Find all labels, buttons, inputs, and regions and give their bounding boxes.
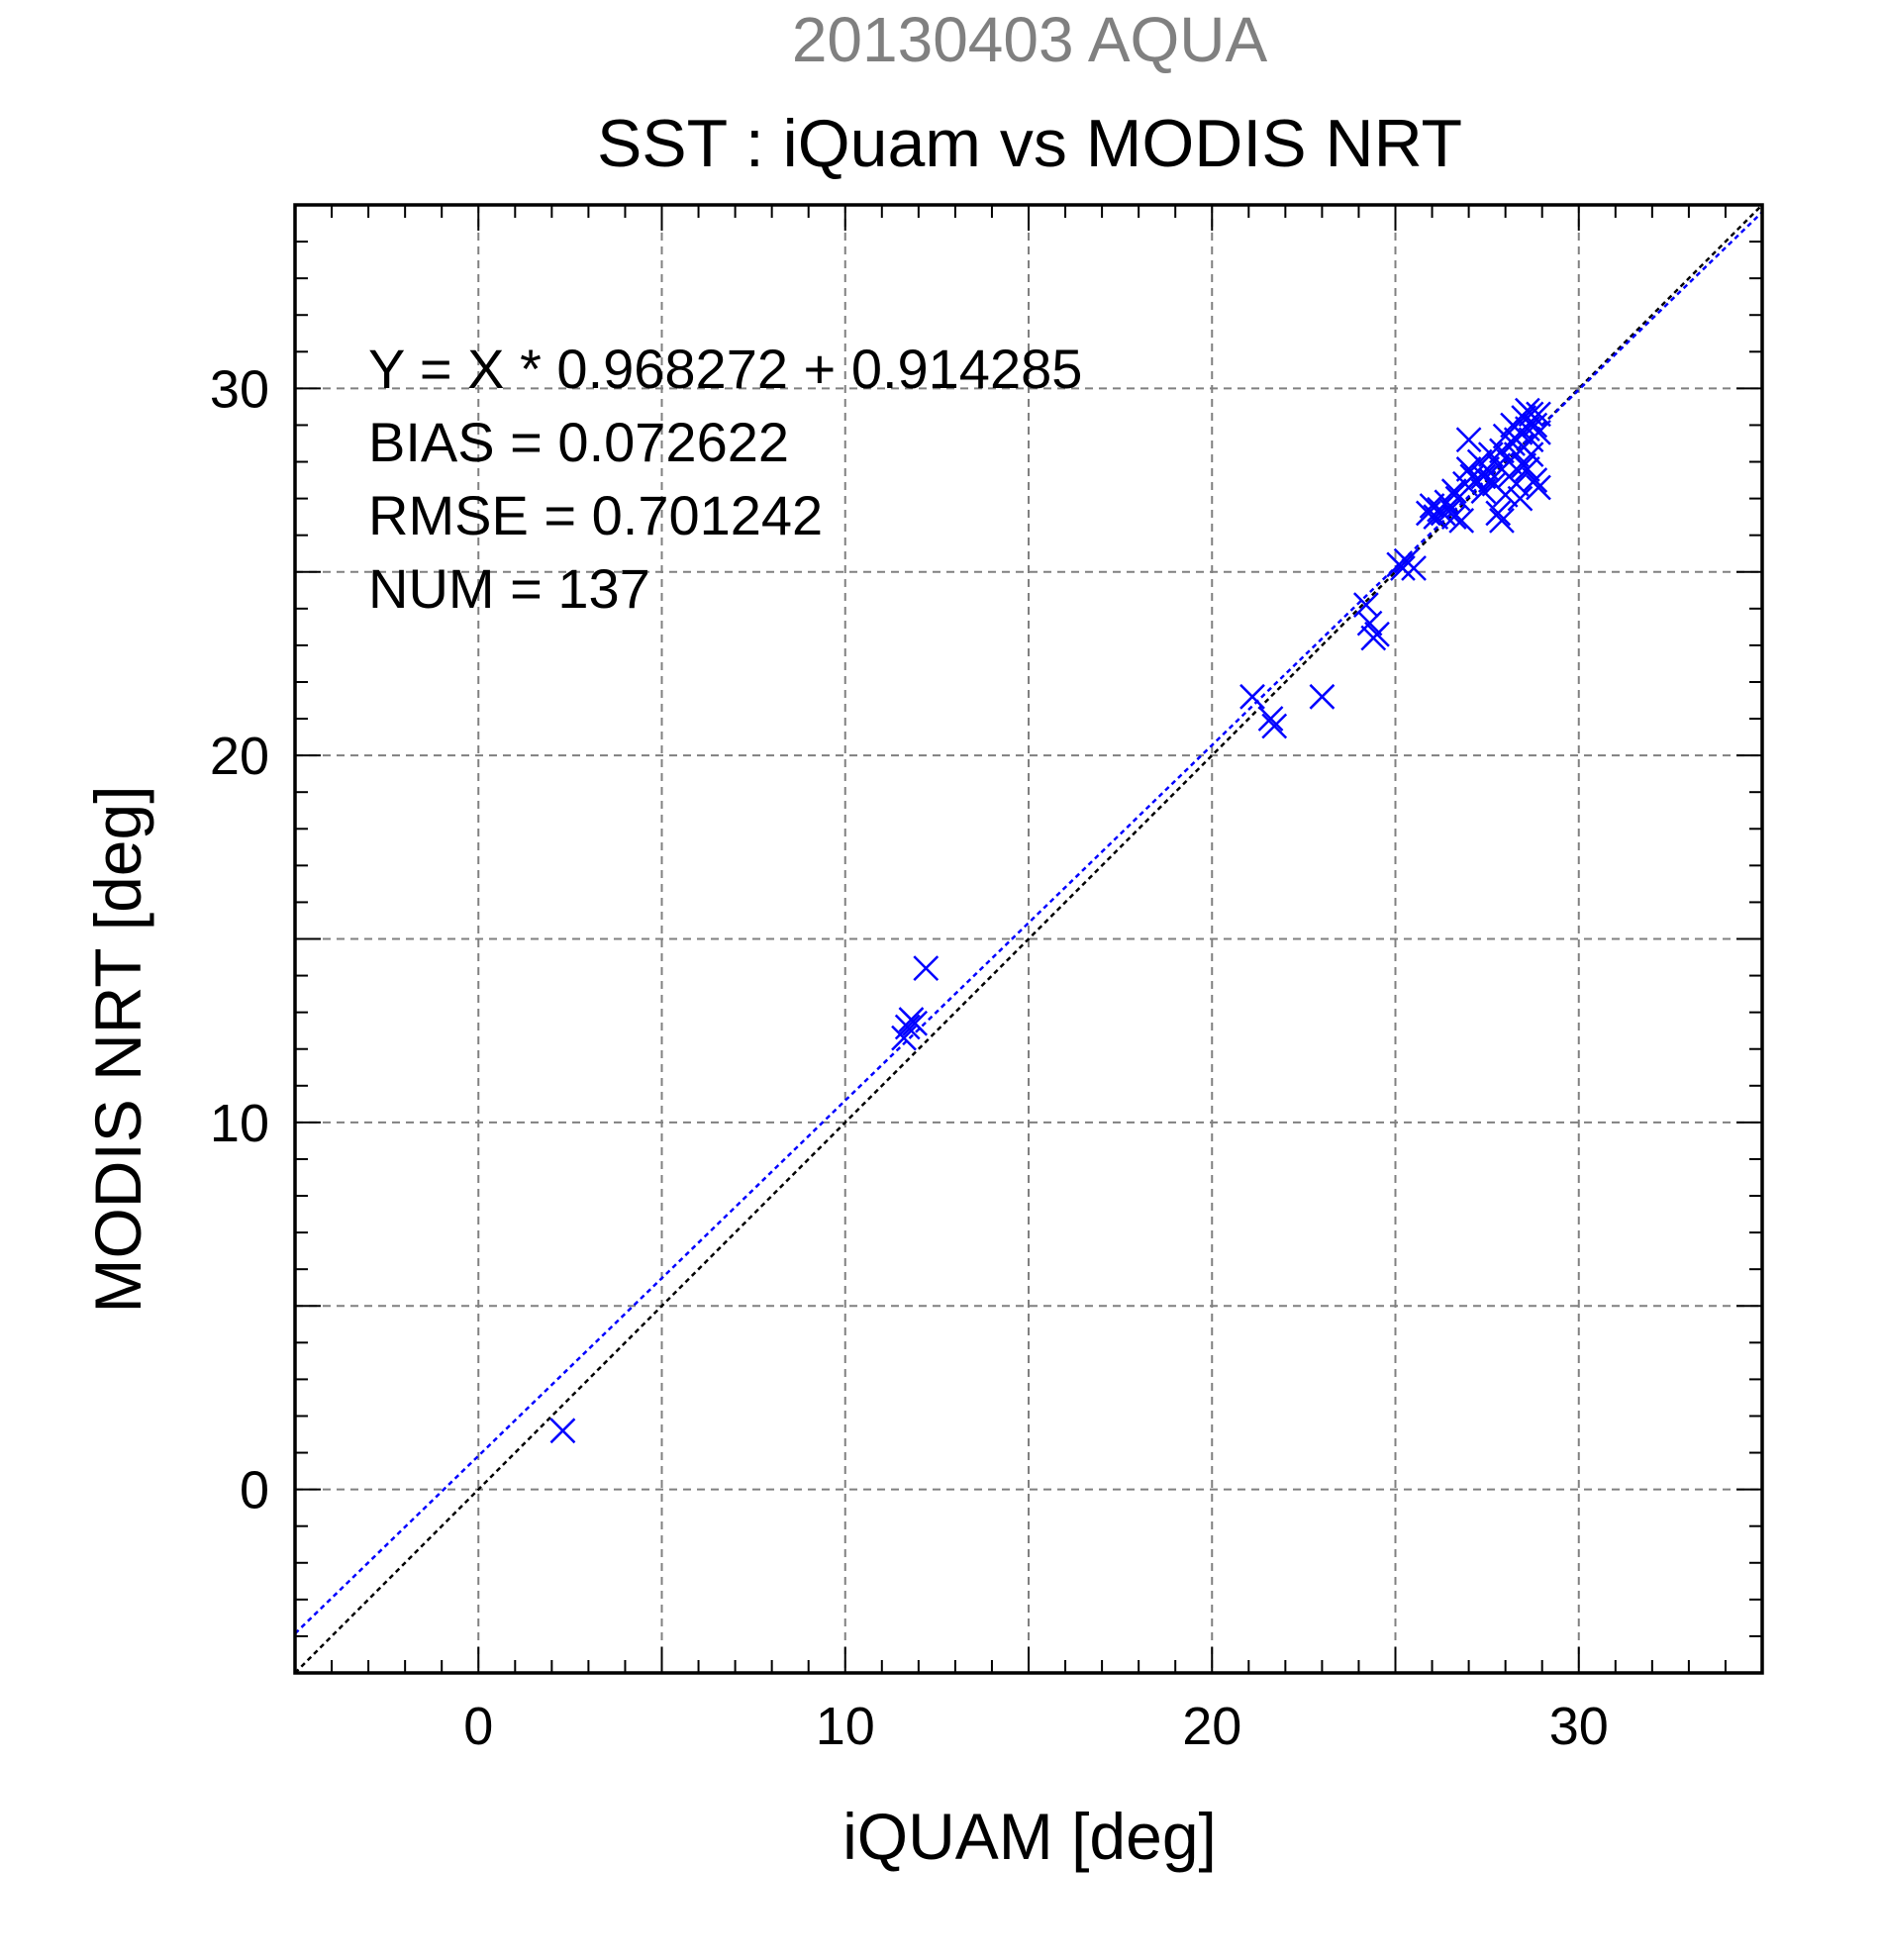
data-point xyxy=(1511,452,1537,479)
data-point xyxy=(1489,507,1515,534)
y-tick-label: 20 xyxy=(210,727,269,786)
data-point xyxy=(549,1418,576,1444)
data-point xyxy=(1423,504,1449,531)
data-point xyxy=(913,955,940,982)
data-point xyxy=(1401,555,1427,581)
data-point xyxy=(1356,610,1383,637)
data-point xyxy=(1364,621,1390,647)
data-point xyxy=(1526,419,1551,445)
data-point xyxy=(1485,500,1512,527)
data-point xyxy=(1239,683,1265,710)
stats-annotation-line: NUM = 137 xyxy=(368,557,650,620)
x-tick-label: 10 xyxy=(816,1697,875,1756)
data-point xyxy=(1503,427,1530,453)
y-axis-label: MODIS NRT [deg] xyxy=(81,785,154,1313)
stats-annotation-line: BIAS = 0.072622 xyxy=(368,411,789,473)
stats-annotation-line: Y = X * 0.968272 + 0.914285 xyxy=(368,338,1082,400)
x-axis-label: iQUAM [deg] xyxy=(842,1800,1217,1873)
y-tick-label: 10 xyxy=(210,1094,269,1153)
data-point xyxy=(1261,713,1288,739)
data-point xyxy=(1507,485,1534,512)
data-point xyxy=(1440,478,1467,505)
chart-title: SST : iQuam vs MODIS NRT xyxy=(597,106,1462,181)
x-tick-label: 30 xyxy=(1549,1697,1609,1756)
data-point xyxy=(1514,397,1540,424)
data-point xyxy=(1448,507,1475,534)
data-point xyxy=(1390,555,1416,581)
data-point xyxy=(1309,683,1336,710)
data-point xyxy=(1496,448,1523,475)
plot-frame xyxy=(293,203,1764,1675)
data-point xyxy=(902,1010,929,1036)
data-point xyxy=(894,1014,921,1040)
x-tick-label: 0 xyxy=(463,1697,493,1756)
data-point xyxy=(1455,456,1482,482)
data-point xyxy=(1257,706,1284,732)
chart-subtitle: 20130403 AQUA xyxy=(792,4,1268,75)
data-point xyxy=(1526,474,1551,501)
y-tick-label: 30 xyxy=(210,359,269,419)
y-tick-label: 0 xyxy=(240,1461,269,1520)
plot-area: 0 10 20 30 0 10 20 30 Y = X * 0.968272 + 0.91428… xyxy=(210,203,1764,1756)
data-point xyxy=(1455,427,1482,453)
data-point xyxy=(1470,463,1497,490)
data-point xyxy=(1522,467,1548,493)
stats-annotation-line: RMSE = 0.701242 xyxy=(368,484,823,546)
x-tick-label: 20 xyxy=(1182,1697,1241,1756)
